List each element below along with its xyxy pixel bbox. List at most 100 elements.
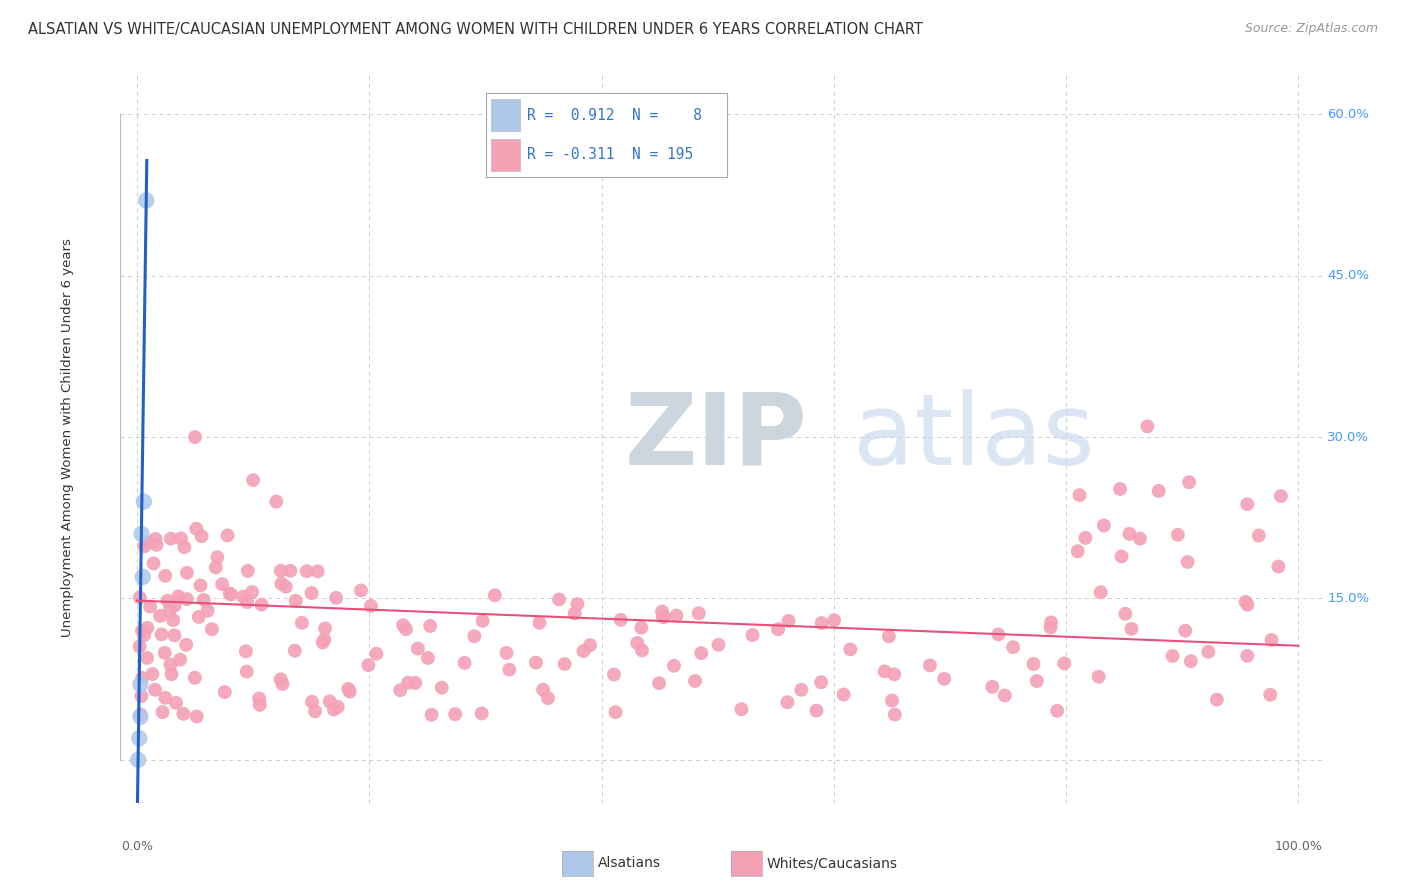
Point (311, 635, 333, 649)
Point (1109, 482, 1132, 496)
Bar (491, 139, 520, 170)
Point (176, 566, 198, 580)
Point (155, 690, 177, 705)
Point (326, 699, 349, 714)
Point (301, 586, 323, 600)
Point (128, 731, 150, 746)
Point (128, 640, 150, 654)
Point (406, 641, 429, 656)
Point (883, 707, 905, 722)
Point (548, 592, 571, 607)
Point (873, 665, 896, 679)
Point (1092, 518, 1115, 533)
Point (357, 658, 380, 673)
Point (498, 663, 520, 677)
Point (132, 570, 155, 584)
Point (395, 622, 418, 636)
Point (301, 695, 323, 709)
Point (152, 705, 174, 719)
Text: 15.0%: 15.0% (1327, 592, 1369, 605)
Point (184, 430, 207, 444)
Point (1267, 559, 1289, 574)
Point (160, 667, 183, 681)
Point (197, 604, 219, 618)
Point (1118, 526, 1140, 541)
Point (484, 588, 506, 602)
Point (314, 621, 336, 635)
Point (790, 682, 813, 697)
Point (471, 706, 494, 721)
Point (662, 658, 685, 673)
Point (1136, 419, 1159, 434)
Point (249, 698, 271, 712)
Point (232, 590, 254, 604)
Point (236, 564, 259, 578)
Point (149, 609, 172, 624)
Point (167, 590, 190, 604)
Point (651, 605, 673, 619)
Point (880, 693, 903, 707)
Point (420, 707, 443, 722)
Point (159, 532, 181, 546)
Point (495, 646, 517, 660)
Point (419, 619, 441, 633)
Point (165, 696, 187, 710)
Point (1114, 607, 1136, 621)
Point (1040, 615, 1063, 630)
Point (630, 621, 652, 635)
Point (1039, 620, 1062, 634)
Point (651, 610, 673, 624)
Point (337, 681, 360, 696)
Point (603, 667, 626, 681)
Point (214, 685, 236, 699)
Point (322, 703, 344, 717)
Point (579, 638, 602, 652)
Point (235, 644, 257, 658)
Point (156, 594, 179, 608)
Point (314, 632, 336, 647)
Point (339, 684, 361, 698)
Point (153, 646, 176, 660)
Point (270, 672, 292, 686)
Point (1197, 645, 1219, 659)
Point (1236, 648, 1258, 663)
Text: 100.0%: 100.0% (1274, 840, 1323, 854)
Point (163, 628, 186, 642)
Point (567, 597, 589, 611)
Point (1087, 670, 1109, 684)
Point (631, 643, 654, 657)
Point (1147, 483, 1170, 498)
Point (218, 586, 240, 600)
Point (1067, 544, 1090, 558)
Point (172, 706, 194, 721)
Point (810, 675, 832, 690)
Point (217, 528, 239, 542)
Point (605, 705, 627, 719)
Point (366, 647, 388, 661)
Point (236, 665, 259, 679)
Point (280, 564, 302, 578)
Point (135, 194, 157, 208)
Point (204, 560, 226, 574)
Point (741, 628, 763, 642)
Point (141, 667, 163, 681)
Point (1121, 622, 1143, 636)
Point (1234, 595, 1257, 609)
Point (537, 691, 560, 706)
Point (131, 624, 153, 638)
Point (832, 688, 855, 702)
Point (531, 682, 554, 697)
Point (250, 598, 273, 612)
Point (778, 614, 800, 628)
Point (1205, 692, 1227, 706)
Point (1180, 654, 1202, 668)
Point (169, 652, 191, 666)
Point (839, 642, 862, 657)
Point (392, 618, 415, 632)
Point (193, 593, 215, 607)
Point (170, 532, 193, 546)
Point (810, 616, 832, 631)
Point (190, 578, 212, 592)
Point (284, 594, 307, 608)
Point (136, 621, 159, 635)
